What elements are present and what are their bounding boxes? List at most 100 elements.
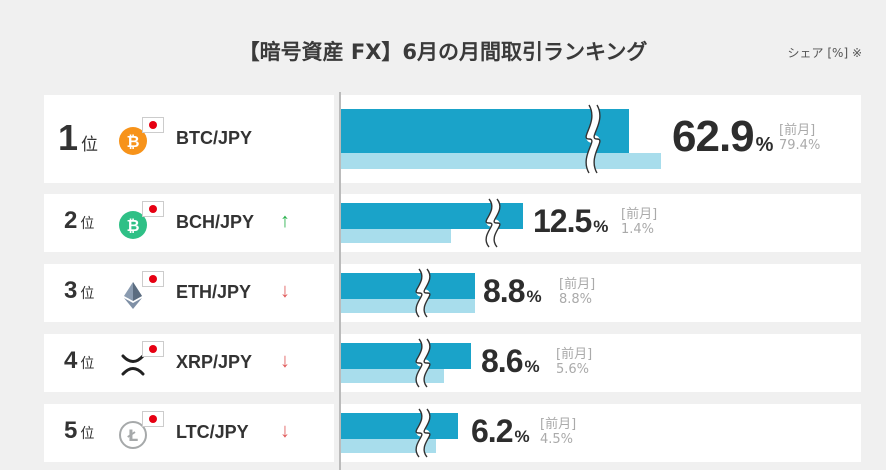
bar-chart-row: [341, 336, 471, 390]
xrp-icon: [118, 350, 148, 380]
share-value-label: 6.2%: [471, 413, 530, 450]
bar-chart-row: [341, 406, 458, 460]
pair-label: BCH/JPY: [176, 212, 255, 232]
japan-flag-icon: [142, 201, 164, 217]
previous-month-bar: [341, 229, 451, 243]
ethereum-icon: [118, 280, 148, 310]
percent-sign: %: [514, 427, 530, 447]
previous-month-value: 4.5%: [540, 432, 574, 447]
previous-month-caption: [前月]: [559, 277, 596, 292]
axis-break-mark: [415, 266, 431, 320]
row-bar-panel: 8.6% [前月] 5.6%: [341, 334, 861, 392]
previous-month-bar: [341, 299, 475, 313]
previous-month-value: 79.4%: [779, 138, 821, 153]
rank-number: 1: [58, 117, 79, 158]
previous-month-caption: [前月]: [779, 123, 816, 138]
previous-month-caption: [前月]: [556, 347, 593, 362]
axis-break-mark: [415, 336, 431, 390]
japan-flag-icon: [142, 117, 164, 133]
svg-text:₿: ₿: [126, 132, 139, 151]
previous-month-value: 8.8%: [559, 292, 593, 307]
row-label-panel: [44, 194, 334, 252]
litecoin-icon: Ł: [118, 420, 148, 450]
share-value-label: 12.5%: [533, 203, 608, 240]
percent-sign: %: [593, 217, 609, 237]
pair-label: ETH/JPY: [176, 282, 252, 302]
current-month-bar: [341, 413, 458, 439]
bar-chart-row: [341, 102, 661, 176]
rank-number: 2: [64, 207, 78, 234]
previous-month-label: [前月] 79.4%: [779, 123, 820, 153]
trend-down-arrow-icon: ↓: [280, 350, 290, 372]
chart-title: 【暗号資産 FX】6月の月間取引ランキング: [238, 40, 648, 64]
previous-month-bar: [341, 153, 661, 169]
rank-number: 3: [64, 277, 78, 304]
previous-month-label: [前月] 1.4%: [621, 207, 657, 237]
row-bar-panel: 6.2% [前月] 4.5%: [341, 404, 861, 462]
previous-month-label: [前月] 4.5%: [540, 417, 576, 447]
rank-suffix: 位: [80, 216, 95, 232]
previous-month-value: 1.4%: [621, 222, 655, 237]
share-value-label: 62.9%: [672, 112, 773, 162]
bitcoin-icon: ₿: [118, 126, 148, 156]
rank-suffix: 位: [81, 135, 99, 155]
share-value: 8.8: [483, 273, 525, 310]
japan-flag-icon: [142, 411, 164, 427]
japan-flag-icon: [142, 271, 164, 287]
bar-chart-row: [341, 196, 523, 250]
pair-label: LTC/JPY: [176, 422, 249, 442]
bitcoin-cash-icon: ₿: [118, 210, 148, 240]
previous-month-bar: [341, 439, 436, 453]
pair-label: BTC/JPY: [176, 128, 253, 148]
previous-month-value: 5.6%: [556, 362, 590, 377]
trend-up-arrow-icon: ↑: [280, 210, 290, 232]
pair-label: XRP/JPY: [176, 352, 253, 372]
bar-chart-row: [341, 266, 475, 320]
rank-suffix: 位: [80, 426, 95, 442]
rank-number: 4: [64, 347, 78, 374]
axis-divider: [339, 92, 341, 470]
axis-break-mark: [415, 406, 431, 460]
previous-month-caption: [前月]: [540, 417, 577, 432]
share-value: 6.2: [471, 413, 513, 450]
row-bar-panel: 8.8% [前月] 8.8%: [341, 264, 861, 322]
percent-sign: %: [755, 133, 774, 156]
axis-break-mark: [585, 102, 601, 176]
unit-note: シェア [%] ※: [787, 46, 862, 60]
row-label-panel: [44, 264, 334, 322]
svg-text:₿: ₿: [126, 216, 139, 235]
previous-month-caption: [前月]: [621, 207, 658, 222]
share-value: 8.6: [481, 343, 523, 380]
percent-sign: %: [524, 357, 540, 377]
current-month-bar: [341, 109, 629, 153]
share-value-label: 8.6%: [481, 343, 540, 380]
row-bar-panel: 62.9% [前月] 79.4%: [341, 95, 861, 183]
current-month-bar: [341, 343, 471, 369]
trend-down-arrow-icon: ↓: [280, 420, 290, 442]
rank-suffix: 位: [80, 356, 95, 372]
ranking-row: 8.6% [前月] 5.6% 4 位 XRP/JPY ↓: [0, 334, 886, 392]
svg-text:Ł: Ł: [127, 426, 138, 445]
rank-number: 5: [64, 417, 78, 444]
share-value-label: 8.8%: [483, 273, 542, 310]
previous-month-bar: [341, 369, 444, 383]
row-label-panel: [44, 404, 334, 462]
ranking-row: 8.8% [前月] 8.8% 3 位 ETH/JPY ↓: [0, 264, 886, 322]
ranking-row: 12.5% [前月] 1.4% 2 位 ₿ BCH/JPY ↑: [0, 194, 886, 252]
rank-suffix: 位: [80, 286, 95, 302]
previous-month-label: [前月] 5.6%: [556, 347, 592, 377]
share-value: 62.9: [672, 111, 755, 161]
row-label-panel: [44, 95, 334, 183]
ranking-row: 62.9% [前月] 79.4% 1 位 ₿ BTC/JPY: [0, 95, 886, 183]
axis-break-mark: [485, 196, 501, 250]
current-month-bar: [341, 273, 475, 299]
row-bar-panel: 12.5% [前月] 1.4%: [341, 194, 861, 252]
percent-sign: %: [526, 287, 542, 307]
row-label-panel: [44, 334, 334, 392]
trend-down-arrow-icon: ↓: [280, 280, 290, 302]
